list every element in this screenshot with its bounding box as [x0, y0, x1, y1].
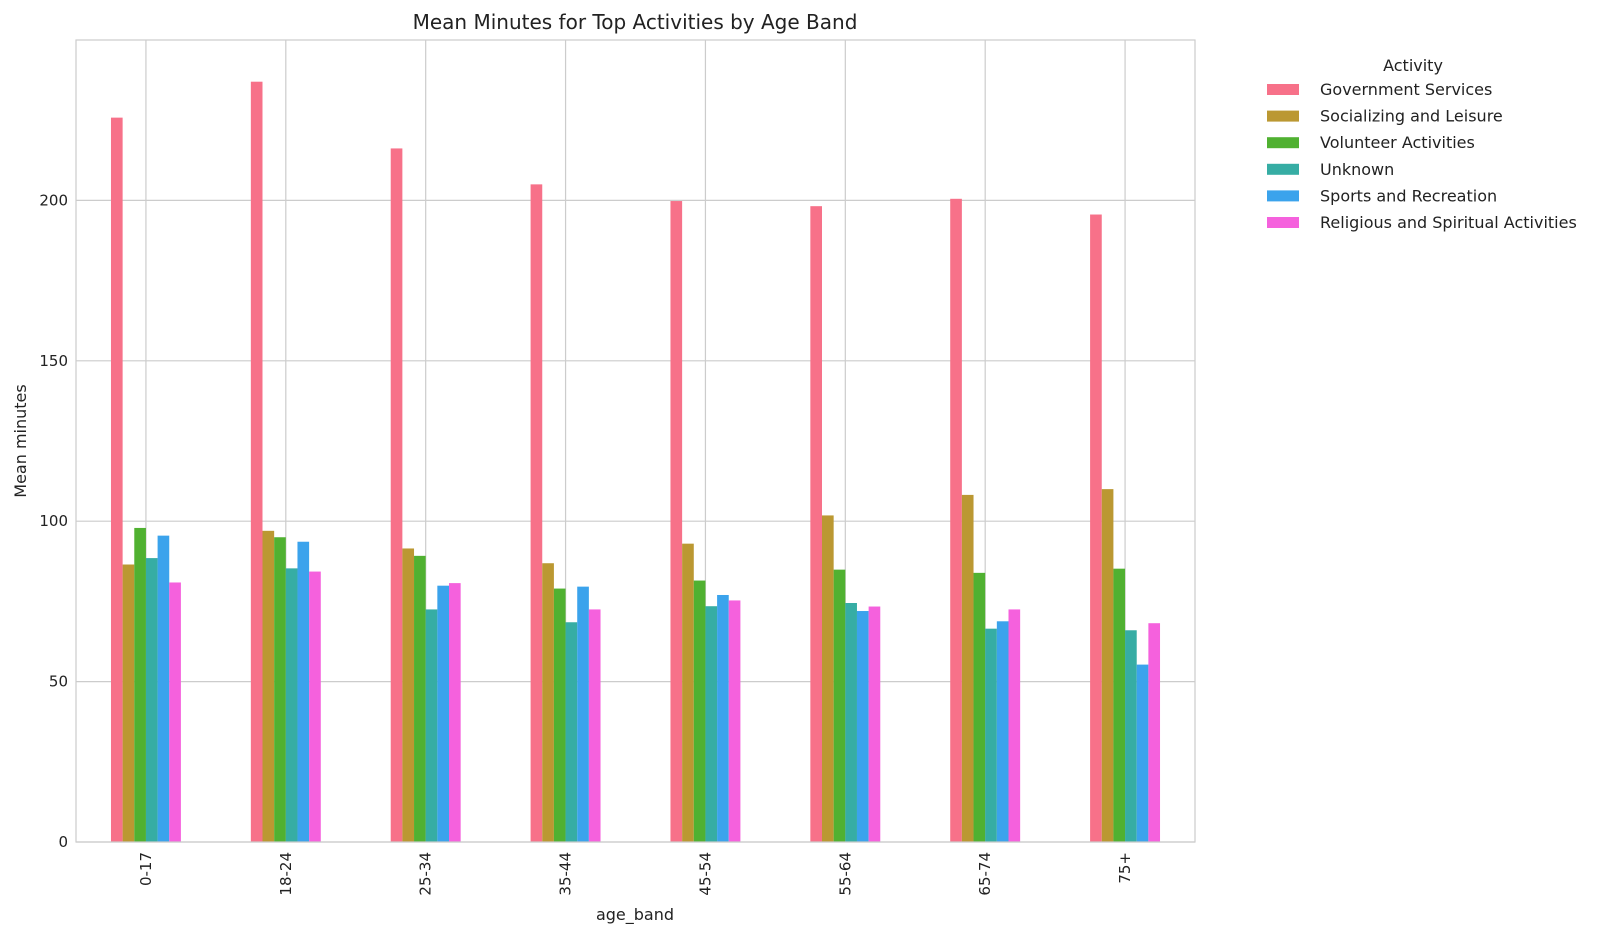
legend-swatch	[1267, 110, 1299, 122]
bars-layer	[110, 81, 1161, 843]
legend-label: Unknown	[1320, 160, 1394, 179]
bar	[961, 494, 974, 842]
bar	[833, 569, 846, 842]
bar	[1101, 489, 1114, 842]
bar	[868, 606, 881, 842]
legend-items: Government Services Socializing and Leisu…	[1267, 80, 1577, 232]
y-tick-label: 150	[39, 352, 68, 370]
legend-swatch	[1267, 190, 1299, 202]
bar	[542, 563, 554, 842]
legend: Activity Government Services Socializing …	[1267, 56, 1577, 232]
bar	[577, 586, 589, 842]
bar	[1136, 664, 1149, 842]
legend-swatch	[1267, 163, 1299, 175]
bar	[134, 527, 146, 842]
bar	[1113, 568, 1126, 842]
y-tick-label: 100	[39, 512, 68, 530]
bar	[845, 603, 857, 842]
bar	[950, 198, 962, 842]
bar	[996, 621, 1009, 842]
bar	[1090, 214, 1102, 842]
bar	[530, 184, 543, 843]
bar	[437, 585, 449, 842]
bar	[565, 622, 578, 842]
legend-label: Socializing and Leisure	[1320, 107, 1503, 126]
y-tick-labels: 0 50 100 150 200	[39, 191, 68, 851]
bar	[169, 582, 181, 842]
x-tick-labels: 0-17 18-24 25-34 35-44 45-54 55-64 65-74 75+	[137, 852, 1134, 896]
x-tick-label: 75+	[1116, 852, 1134, 884]
bar	[414, 555, 426, 842]
legend-label: Volunteer Activities	[1320, 133, 1475, 152]
y-axis-label: Mean minutes	[11, 384, 30, 497]
bar	[390, 148, 403, 842]
y-tick-label: 200	[39, 191, 68, 209]
bar	[425, 609, 438, 842]
bar	[588, 609, 601, 842]
bar	[449, 583, 461, 842]
bar	[122, 564, 135, 842]
bar	[145, 558, 158, 842]
legend-swatch	[1267, 137, 1299, 149]
x-tick-label: 45-54	[696, 852, 714, 896]
x-tick-label: 0-17	[137, 852, 155, 886]
bar	[309, 571, 321, 842]
bar	[553, 588, 566, 842]
bar	[693, 580, 706, 842]
bar	[1125, 630, 1137, 842]
legend-title: Activity	[1383, 56, 1443, 75]
legend-label: Sports and Recreation	[1320, 186, 1497, 205]
bar	[110, 117, 123, 842]
legend-label: Government Services	[1320, 80, 1492, 99]
x-tick-label: 55-64	[836, 852, 854, 896]
bar	[670, 201, 683, 842]
bar	[402, 548, 415, 842]
bar	[822, 515, 834, 842]
bar	[274, 537, 286, 842]
legend-swatch	[1267, 84, 1299, 95]
legend-swatch	[1267, 217, 1299, 228]
legend-label: Religious and Spiritual Activities	[1320, 213, 1577, 232]
chart-title: Mean Minutes for Top Activities by Age B…	[413, 10, 858, 34]
y-tick-label: 50	[49, 673, 68, 691]
bar	[856, 611, 869, 842]
x-axis-label: age_band	[596, 905, 674, 925]
bar	[717, 594, 729, 842]
plot-area-frame	[75, 39, 1196, 843]
bar	[285, 568, 298, 842]
bar	[810, 206, 822, 843]
bar	[157, 535, 170, 842]
x-tick-label: 25-34	[417, 852, 435, 896]
bar	[250, 81, 263, 843]
bar	[1008, 609, 1021, 842]
bar	[728, 600, 741, 842]
y-tick-label: 0	[58, 833, 68, 851]
bar	[985, 628, 997, 842]
bar	[297, 541, 310, 842]
bar	[973, 572, 986, 842]
x-tick-label: 65-74	[976, 852, 994, 896]
bar	[262, 530, 275, 842]
bar	[705, 606, 718, 842]
x-tick-label: 18-24	[277, 852, 295, 896]
x-tick-label: 35-44	[557, 852, 575, 896]
bar	[1148, 623, 1161, 842]
bar	[682, 543, 694, 842]
